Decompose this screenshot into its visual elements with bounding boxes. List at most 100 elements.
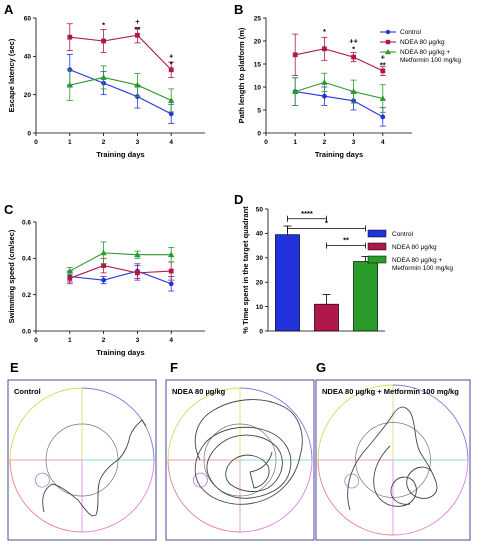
y-tick-label: 30 bbox=[256, 255, 264, 262]
legend-label: Control bbox=[392, 231, 414, 238]
point-metformin bbox=[66, 267, 73, 274]
legend-label: NDEA 80 µg/kg bbox=[392, 244, 437, 251]
y-tick-label: 20 bbox=[24, 92, 32, 99]
x-tick-label: 4 bbox=[381, 139, 385, 146]
platform-circle bbox=[35, 472, 50, 488]
point-metformin bbox=[100, 249, 107, 256]
x-tick-label: 1 bbox=[293, 139, 297, 146]
y-axis-label: Swimming speed (cm/sec) bbox=[7, 229, 16, 323]
significance-mark: ++ bbox=[349, 36, 358, 45]
panel-label: B bbox=[234, 2, 243, 17]
significance-mark: + bbox=[169, 51, 174, 60]
arena-quadrant-arc bbox=[317, 459, 394, 536]
x-axis-label: Training days bbox=[96, 348, 144, 357]
x-axis-label: Training days bbox=[315, 150, 363, 159]
chart-swimming-speed: C 0 1 2 3 4 0.0 0.2 0.4 0.6 Training days Swimming … bbox=[4, 202, 205, 357]
x-tick-label: 1 bbox=[68, 139, 72, 146]
x-tick-label: 4 bbox=[169, 139, 173, 146]
series-line-ndea bbox=[69, 34, 172, 71]
arena-quadrant-arc bbox=[81, 387, 155, 461]
arena-quadrant-arc bbox=[81, 459, 155, 533]
track-title: Control bbox=[14, 387, 41, 396]
point-metformin bbox=[168, 97, 175, 103]
y-tick-label: 40 bbox=[24, 54, 32, 61]
x-tick-label: 0 bbox=[264, 139, 268, 146]
point-ndea bbox=[67, 34, 73, 40]
x-tick-label: 3 bbox=[352, 139, 356, 146]
significance-mark: **** bbox=[301, 209, 313, 218]
y-tick-label: 0.4 bbox=[22, 256, 31, 263]
arena-quadrant-arc bbox=[239, 459, 313, 533]
point-ndea bbox=[101, 38, 106, 44]
y-tick-label: 40 bbox=[256, 231, 264, 238]
point-ndea bbox=[322, 46, 327, 52]
panel-label: A bbox=[4, 2, 14, 17]
point-ndea bbox=[168, 268, 174, 274]
significance-mark: * bbox=[352, 44, 355, 53]
point-metformin bbox=[321, 79, 328, 85]
panel-label: E bbox=[10, 360, 19, 375]
swim-track-ndea: F NDEA 80 µg/kg bbox=[165, 360, 315, 541]
arena-quadrant-arc bbox=[167, 387, 241, 461]
arena-quadrant-arc bbox=[9, 459, 83, 533]
x-tick-label: 3 bbox=[136, 139, 140, 146]
point-ndea bbox=[351, 54, 356, 60]
y-axis-label: % Time spent in the target quadrant bbox=[241, 206, 250, 334]
x-tick-label: 2 bbox=[323, 139, 327, 146]
y-tick-label: 60 bbox=[24, 15, 32, 22]
arena-quadrant-arc bbox=[239, 387, 313, 461]
panel-label: G bbox=[316, 360, 326, 375]
legend-line-charts: Control NDEA 80 µg/kg NDEA 80 µg/kg +Metfo… bbox=[380, 29, 461, 64]
series-line-ndea bbox=[295, 48, 384, 72]
arena-quadrant-arc bbox=[9, 387, 83, 461]
track-title: NDEA 80 µg/kg bbox=[172, 387, 226, 396]
point-ndea bbox=[101, 263, 106, 268]
swim-path bbox=[347, 406, 438, 511]
x-tick-label: 3 bbox=[136, 337, 140, 344]
swim-path bbox=[42, 419, 147, 517]
x-tick-label: 0 bbox=[34, 337, 38, 344]
y-tick-label: 0 bbox=[257, 130, 261, 137]
significance-mark: + bbox=[135, 17, 140, 26]
platform-circle bbox=[344, 473, 360, 489]
legend-swatch-control bbox=[367, 229, 387, 238]
series-line-metformin bbox=[295, 81, 383, 100]
series-line-metformin bbox=[69, 76, 172, 101]
y-tick-label: 5 bbox=[257, 107, 261, 114]
y-tick-label: 20 bbox=[256, 280, 264, 287]
legend-label: NDEA 80 µg/kg + bbox=[400, 49, 450, 56]
x-tick-label: 2 bbox=[102, 139, 106, 146]
legend-label: Control bbox=[400, 29, 422, 36]
y-tick-label: 25 bbox=[254, 15, 262, 22]
y-tick-label: 10 bbox=[254, 84, 262, 91]
x-axis-label: Training days bbox=[96, 150, 144, 159]
legend-swatch-metformin bbox=[367, 255, 387, 264]
legend-label: Metformin 100 mg/kg bbox=[400, 57, 461, 64]
legend-label: NDEA 80 µg/kg bbox=[400, 39, 445, 46]
point-metformin bbox=[379, 95, 386, 101]
arena-frame bbox=[165, 379, 315, 541]
y-tick-label: 15 bbox=[254, 61, 262, 68]
y-tick-label: 20 bbox=[254, 38, 262, 45]
significance-mark: ** bbox=[343, 236, 349, 245]
legend-label: NDEA 80 µg/kg + bbox=[392, 257, 442, 264]
y-tick-label: 50 bbox=[256, 206, 264, 213]
point-metformin bbox=[292, 88, 299, 94]
point-metformin bbox=[134, 251, 141, 258]
point-metformin bbox=[168, 251, 175, 258]
panel-label: C bbox=[4, 202, 14, 217]
legend-marker-ndea bbox=[385, 39, 391, 45]
bar-ndea bbox=[314, 303, 339, 332]
significance-mark: * bbox=[323, 27, 326, 36]
arena-quadrant-arc bbox=[317, 384, 394, 461]
significance-mark: + bbox=[381, 52, 386, 61]
x-tick-label: 1 bbox=[68, 337, 72, 344]
point-control bbox=[168, 111, 174, 117]
arena-frame bbox=[315, 379, 471, 541]
x-tick-label: 4 bbox=[169, 337, 173, 344]
series-line-ndea bbox=[69, 265, 172, 279]
y-tick-label: 10 bbox=[256, 304, 264, 311]
x-tick-label: 2 bbox=[102, 337, 106, 344]
